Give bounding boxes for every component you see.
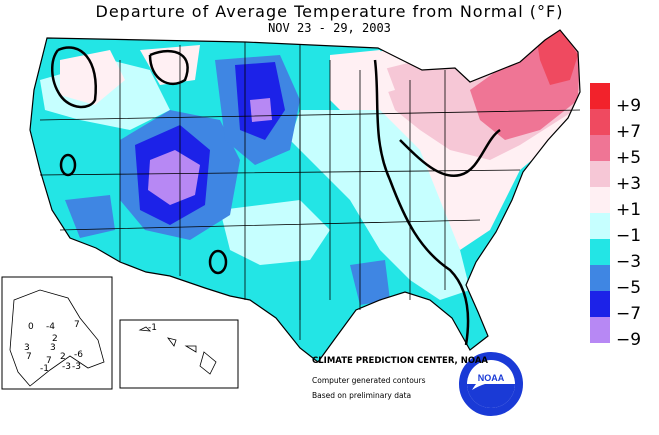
credit-note: Computer generated contours xyxy=(312,376,426,385)
alaska-value: 7 xyxy=(74,320,80,330)
alaska-value: -1 xyxy=(40,364,49,374)
legend-label: −9 xyxy=(616,330,642,350)
legend-item: −5 xyxy=(590,265,656,298)
legend-label: +3 xyxy=(616,174,642,194)
legend-swatch xyxy=(590,239,610,265)
hawaii-inset-frame xyxy=(119,319,239,389)
legend-swatch xyxy=(590,265,610,291)
state-borders xyxy=(39,42,581,340)
legend-label: +1 xyxy=(616,200,642,220)
legend-item: +7 xyxy=(590,109,656,142)
legend-item: +3 xyxy=(590,161,656,194)
legend-label: +9 xyxy=(616,96,642,116)
zero-contours xyxy=(51,46,501,346)
alaska-value: 0 xyxy=(28,322,34,332)
legend-item: +9 xyxy=(590,83,656,116)
legend-item: −3 xyxy=(590,239,656,272)
legend-item: −7 xyxy=(590,291,656,324)
alaska-inset-frame xyxy=(1,276,113,390)
alaska-value: -3 xyxy=(62,362,71,372)
legend-label: +5 xyxy=(616,148,642,168)
alaska-value: 3 xyxy=(50,343,56,353)
legend-label: +7 xyxy=(616,122,642,142)
legend-swatch xyxy=(590,109,610,135)
legend-label: −5 xyxy=(616,278,642,298)
alaska-outline xyxy=(9,289,105,387)
alaska-value: -6 xyxy=(74,350,83,360)
alaska-value: 2 xyxy=(60,352,66,362)
legend-swatch xyxy=(590,187,610,213)
credit-note: Based on preliminary data xyxy=(312,391,412,400)
alaska-value: -3 xyxy=(72,362,81,372)
legend-item: −1 xyxy=(590,213,656,246)
legend-swatch xyxy=(590,135,610,161)
legend-item: +1 xyxy=(590,187,656,220)
map-title: Departure of Average Temperature from No… xyxy=(95,2,564,21)
hawaii-value: -1 xyxy=(148,323,157,333)
legend-label: −1 xyxy=(616,226,642,246)
legend-item: +5 xyxy=(590,135,656,168)
noaa-logo-text: NOAA xyxy=(478,373,505,383)
alaska-value: 3 xyxy=(24,343,30,353)
noaa-logo xyxy=(457,350,525,418)
legend-item: −9 xyxy=(590,317,656,350)
alaska-value: 7 xyxy=(26,352,32,362)
legend-label: −3 xyxy=(616,252,642,272)
alaska-value: 2 xyxy=(52,334,58,344)
alaska-value: -4 xyxy=(46,322,55,332)
legend-swatch xyxy=(590,291,610,317)
legend: +9 +7 +5 +3 +1 −1 −3 −5 −7 −9 xyxy=(590,83,656,350)
legend-swatch xyxy=(590,317,610,343)
legend-swatch xyxy=(590,213,610,239)
legend-label: −7 xyxy=(616,304,642,324)
alaska-value: 7 xyxy=(46,356,52,366)
legend-swatch xyxy=(590,83,610,109)
conus-outline xyxy=(29,29,581,363)
map-date-range: NOV 23 - 29, 2003 xyxy=(268,21,391,35)
legend-swatch xyxy=(590,161,610,187)
credit-source: CLIMATE PREDICTION CENTER, NOAA xyxy=(312,356,488,366)
hawaii-islands xyxy=(138,326,217,375)
